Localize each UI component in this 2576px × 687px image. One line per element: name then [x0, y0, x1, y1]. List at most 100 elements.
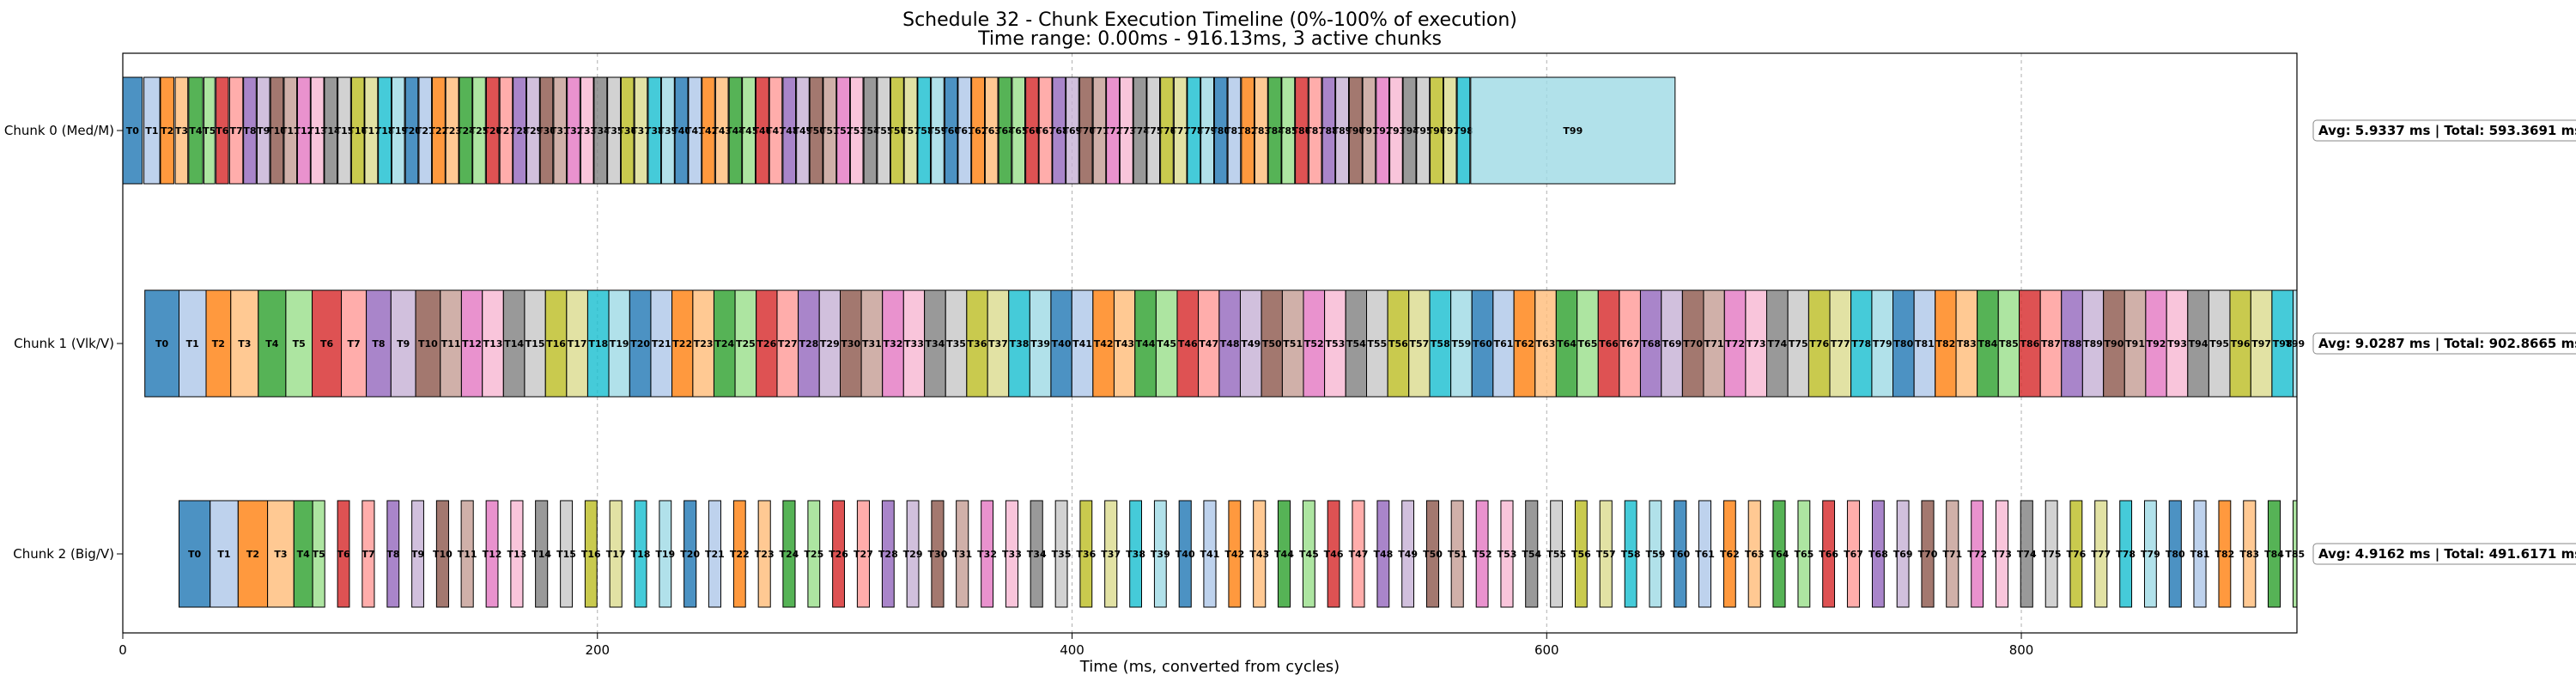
chunk-row-label: Chunk 1 (Vlk/V)	[14, 336, 114, 351]
task-bar	[312, 289, 343, 398]
task-label: T8	[372, 338, 385, 350]
task-label: T26	[829, 549, 848, 560]
task-bar	[435, 500, 449, 608]
task-bar	[987, 289, 1010, 398]
task-bar	[243, 76, 257, 185]
task-bar	[1921, 500, 1935, 608]
task-bar	[906, 500, 920, 608]
task-bar	[1335, 76, 1350, 185]
task-label: T30	[928, 549, 948, 560]
task-bar	[1401, 500, 1415, 608]
task-label: T40	[671, 125, 691, 137]
task-label: T43	[1249, 549, 1269, 560]
task-bar	[1295, 76, 1309, 185]
task-bar	[256, 76, 270, 185]
task-bar	[586, 289, 610, 398]
task-bar	[228, 76, 244, 185]
task-label: T8	[386, 549, 399, 560]
task-label: T58	[914, 125, 934, 137]
task-label: T11	[281, 125, 301, 137]
task-bar	[361, 500, 375, 608]
task-label: T45	[1299, 549, 1319, 560]
task-label: T35	[1052, 549, 1072, 560]
task-label: T18	[375, 125, 395, 137]
task-bar	[1029, 289, 1052, 398]
task-label: T23	[755, 549, 775, 560]
task-label: T53	[847, 125, 866, 137]
task-label: T10	[433, 549, 453, 560]
task-label: T80	[1211, 125, 1230, 137]
task-label: T81	[1224, 125, 1244, 137]
task-bar	[957, 76, 972, 185]
task-label: T22	[428, 125, 448, 137]
task-bar	[2166, 289, 2189, 398]
task-bar	[593, 76, 608, 185]
task-label: T74	[1767, 338, 1787, 350]
x-axis-ticks: 0 200 400 600 800	[118, 633, 2033, 658]
task-bar	[1698, 500, 1712, 608]
task-label: T99	[2285, 338, 2305, 350]
task-label: T75	[1789, 338, 1808, 350]
task-label: T37	[631, 125, 651, 137]
task-label: T55	[1367, 338, 1387, 350]
task-label: T51	[1448, 549, 1467, 560]
task-bar	[671, 289, 694, 398]
task-label: T42	[699, 125, 719, 137]
task-bar	[1649, 500, 1662, 608]
task-label: T20	[680, 549, 700, 560]
task-label: T59	[1645, 549, 1665, 560]
task-label: T34	[1027, 549, 1047, 560]
task-label: T59	[1452, 338, 1472, 350]
task-bar	[1599, 500, 1613, 608]
task-label: T14	[321, 125, 341, 137]
task-label: T3	[238, 338, 251, 350]
task-label: T68	[1641, 338, 1661, 350]
task-label: T16	[348, 125, 368, 137]
task-bar	[179, 289, 207, 398]
task-label: T21	[652, 338, 671, 350]
task-label: T13	[507, 549, 527, 560]
task-bar	[702, 76, 715, 185]
task-label: T1	[217, 549, 230, 560]
task-label: T76	[1157, 125, 1177, 137]
task-bar	[807, 500, 821, 608]
task-label: T21	[416, 125, 435, 137]
chunk-row-labels: Chunk 0 (Med/M) Chunk 1 (Vlk/V) Chunk 2 (B…	[4, 123, 123, 562]
task-bar	[1012, 76, 1026, 185]
task-bar	[1846, 500, 1861, 608]
task-label: T75	[1144, 125, 1163, 137]
task-bar	[584, 500, 598, 608]
task-label: T40	[1052, 338, 1072, 350]
task-label: T24	[456, 125, 476, 137]
task-label: T32	[884, 338, 903, 350]
task-bar	[839, 289, 862, 398]
task-bar	[971, 76, 986, 185]
task-bar	[674, 76, 689, 185]
task-bar	[312, 500, 325, 608]
task-bar	[1092, 76, 1107, 185]
chunk-stats-text: Avg: 4.9162 ms | Total: 491.6171 ms	[2318, 546, 2576, 562]
task-bar	[386, 500, 400, 608]
task-bar	[1871, 289, 1894, 398]
task-bar	[776, 289, 799, 398]
task-label: T77	[1831, 338, 1850, 350]
task-bar	[849, 76, 864, 185]
task-label: T0	[188, 549, 202, 560]
x-axis-label: Time (ms, converted from cycles)	[1079, 658, 1340, 676]
task-label: T38	[645, 125, 665, 137]
chunk-row-label: Chunk 2 (Big/V)	[13, 546, 114, 562]
task-bar	[2168, 500, 2182, 608]
task-label: T42	[1224, 549, 1244, 560]
task-label: T2	[246, 549, 259, 560]
task-bar	[2250, 289, 2273, 398]
task-bar	[708, 500, 721, 608]
task-bar	[431, 76, 446, 185]
task-label: T2	[212, 338, 225, 350]
task-label: T46	[1178, 338, 1198, 350]
task-label: T13	[307, 125, 327, 137]
task-label: T8	[243, 125, 256, 137]
task-label: T79	[1198, 125, 1218, 137]
task-bar	[2267, 500, 2281, 608]
task-bar	[485, 76, 500, 185]
task-label: T47	[766, 125, 786, 137]
